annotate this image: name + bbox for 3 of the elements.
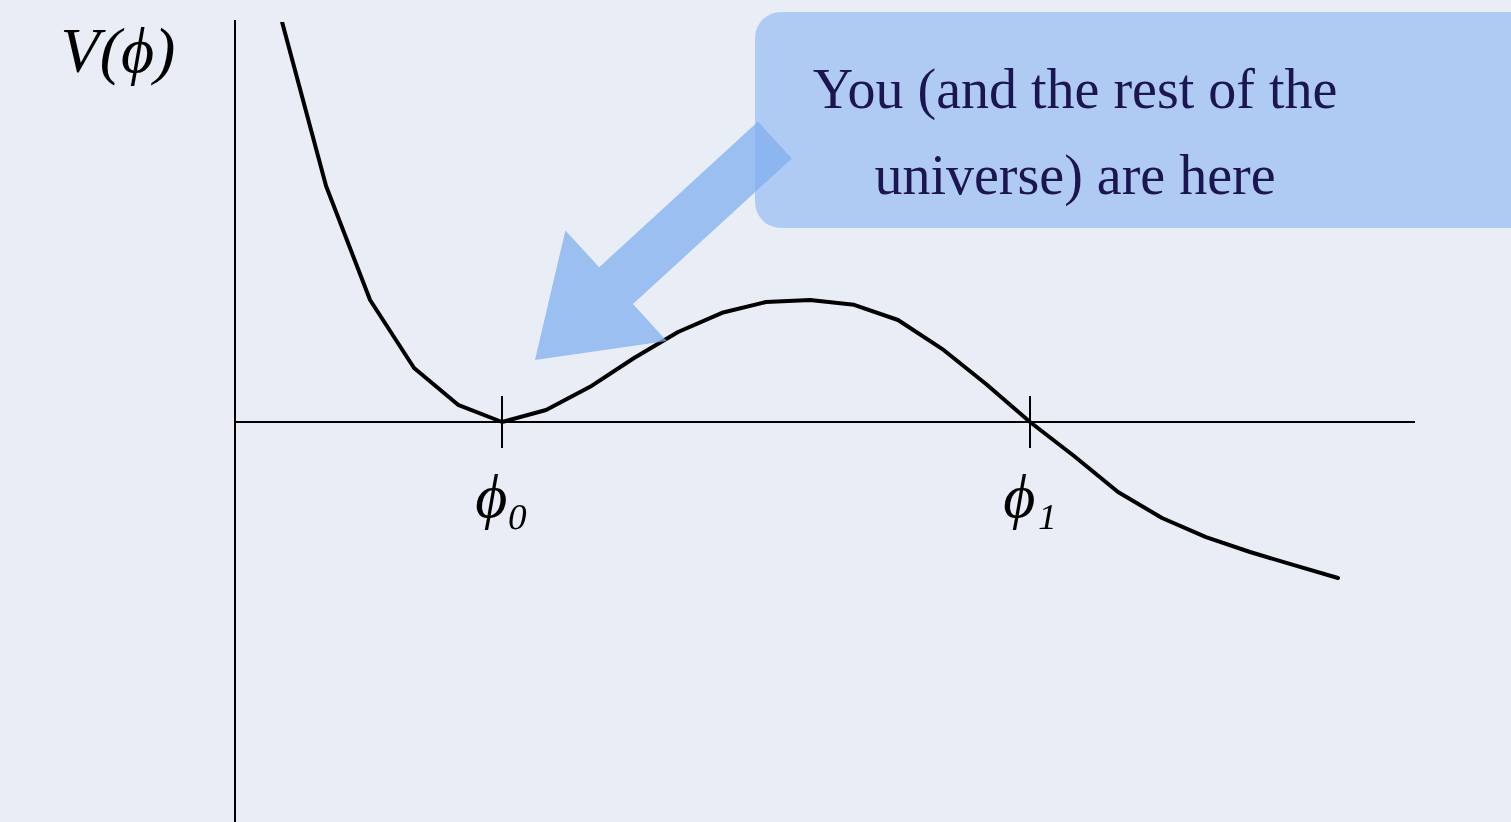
y-axis-title: V(ϕ) <box>60 14 176 86</box>
x-tick-label: ϕ₀ <box>475 462 529 531</box>
x-tick-label: ϕ₁ <box>1003 462 1057 531</box>
